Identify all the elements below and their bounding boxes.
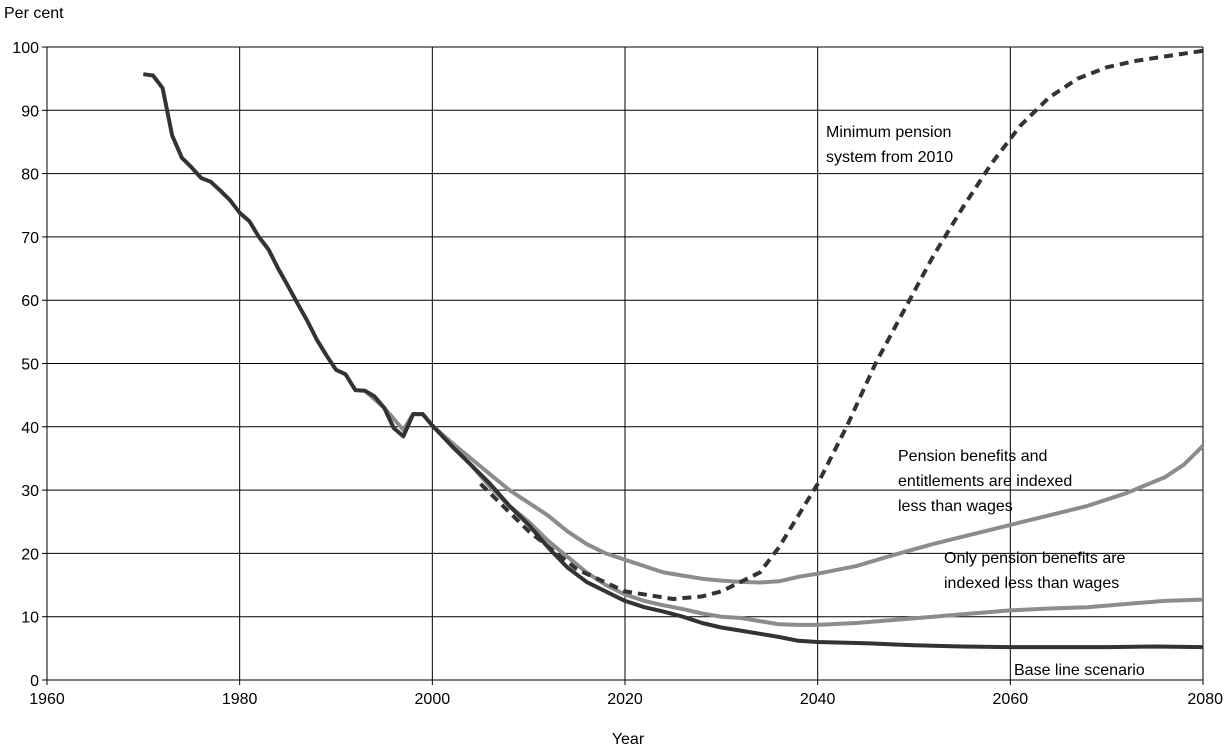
series-line-solid-grey: [430, 424, 1204, 627]
annotation-baseline: Base line scenario: [1014, 662, 1145, 679]
series-line-solid-grey: [363, 389, 1205, 585]
annotation-only-benefits-line1: Only pension benefits are: [944, 550, 1126, 567]
y-tick-label: 80: [21, 167, 39, 184]
series-line-dashed-dark: [479, 48, 1204, 601]
annotation-entitlements-line2: entitlements are indexed: [898, 473, 1072, 490]
y-tick-label: 40: [21, 420, 39, 437]
x-tick-label: 2060: [993, 691, 1029, 708]
annotation-minimum-pension-line1: Minimum pension: [826, 124, 951, 141]
series-line-solid-dark: [143, 72, 1204, 650]
series-layer: [143, 48, 1205, 650]
x-tick-label: 2020: [607, 691, 643, 708]
annotation-entitlements-line3: less than wages: [898, 498, 1013, 515]
annotation-entitlements-line1: Pension benefits and: [898, 448, 1047, 465]
x-tick-label: 1980: [222, 691, 258, 708]
y-axis-label: Per cent: [4, 5, 64, 22]
y-tick-label: 60: [21, 293, 39, 310]
annotation-only-benefits-line2: indexed less than wages: [944, 575, 1119, 592]
annotation-minimum-pension-line2: system from 2010: [826, 149, 953, 166]
x-tick-label: 1960: [29, 691, 65, 708]
y-tick-label: 30: [21, 483, 39, 500]
x-tick-label: 2080: [1187, 691, 1223, 708]
y-tick-label: 20: [21, 546, 39, 563]
x-axis-label: Year: [612, 731, 645, 748]
y-tick-label: 90: [21, 103, 39, 120]
y-tick-label: 70: [21, 230, 39, 247]
y-tick-label: 10: [21, 610, 39, 627]
x-tick-label: 2040: [800, 691, 836, 708]
ticks-layer: 0 10 20 30 40 50 60 70 80 90 100 1960 1980 2000 2020 20…: [12, 40, 1223, 708]
y-tick-label: 50: [21, 357, 39, 374]
y-tick-label: 0: [30, 673, 39, 690]
x-tick-label: 2000: [415, 691, 451, 708]
y-tick-label: 100: [12, 40, 39, 57]
